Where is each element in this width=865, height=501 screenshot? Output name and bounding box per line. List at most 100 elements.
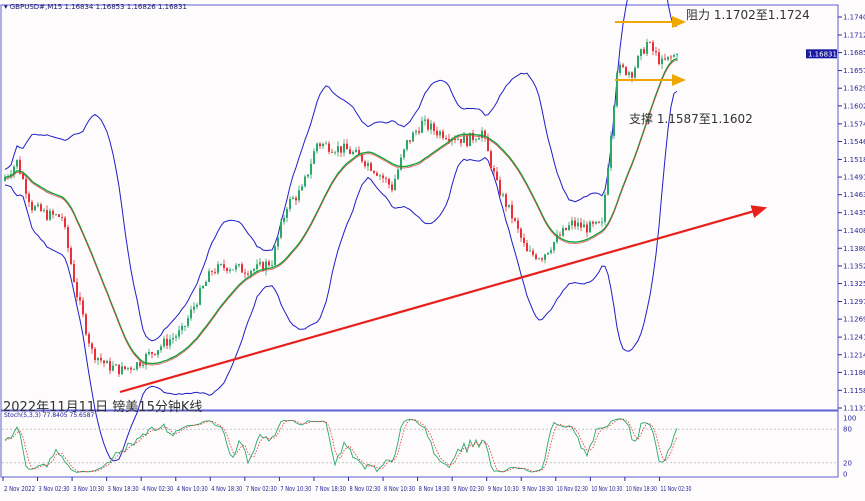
- candle-body: [235, 265, 237, 270]
- candle-body: [346, 143, 348, 150]
- candle-body: [76, 281, 78, 298]
- candle-body: [124, 366, 126, 369]
- candle-body: [394, 178, 396, 191]
- candle-body: [592, 221, 594, 224]
- candle-body: [91, 343, 93, 349]
- current-price-box: [806, 49, 837, 59]
- candle-body: [295, 197, 297, 201]
- candle-body: [340, 146, 342, 153]
- candle-body: [85, 314, 87, 335]
- candle-body: [349, 149, 351, 154]
- candle-body: [637, 55, 639, 68]
- candle-body: [643, 49, 645, 54]
- candle-body: [625, 66, 627, 75]
- candle-body: [487, 137, 489, 152]
- candle-body: [145, 354, 147, 365]
- candle-body: [115, 364, 117, 366]
- candle-body: [64, 217, 66, 228]
- stoch-panel-frame: [0, 410, 839, 478]
- candle-body: [442, 131, 444, 139]
- candle-body: [676, 53, 678, 55]
- candle-body: [598, 221, 600, 223]
- candle-body: [655, 51, 657, 53]
- dropdown-arrow-icon[interactable]: ▾: [4, 3, 8, 11]
- candle-body: [634, 67, 636, 78]
- candle-body: [412, 132, 414, 142]
- stoch-label: Stoch(5,3,3) 77.8405 75.6587: [4, 412, 95, 419]
- candle-body: [226, 268, 228, 272]
- candle-body: [535, 254, 537, 259]
- stoch-level-label: 0: [843, 471, 847, 479]
- y-tick-label: 1.13525: [843, 262, 865, 270]
- candle-body: [505, 194, 507, 207]
- x-tick-label: 8 Nov 18:30: [419, 485, 450, 493]
- candle-body: [556, 234, 558, 242]
- candle-body: [370, 163, 372, 171]
- candle-body: [337, 146, 339, 153]
- candle-body: [427, 119, 429, 130]
- candle-body: [232, 269, 234, 271]
- y-tick-label: 1.13250: [843, 280, 865, 288]
- candle-body: [607, 167, 609, 195]
- candle-body: [292, 197, 294, 200]
- y-tick-label: 1.16020: [843, 102, 865, 110]
- candle-body: [481, 130, 483, 139]
- candle-body: [52, 210, 54, 215]
- x-tick-label: 9 Nov 10:30: [488, 485, 519, 493]
- candle-body: [424, 119, 426, 121]
- candle-body: [187, 318, 189, 326]
- candle-body: [610, 135, 612, 168]
- candle-body: [466, 135, 468, 147]
- y-tick-label: 1.14635: [843, 191, 865, 199]
- candle-body: [208, 271, 210, 282]
- candle-body: [385, 178, 387, 179]
- candle-body: [325, 143, 327, 145]
- candle-body: [460, 138, 462, 143]
- candle-body: [211, 271, 213, 272]
- candle-body: [175, 336, 177, 338]
- y-tick-label: 1.11310: [843, 405, 865, 413]
- candle-body: [19, 159, 21, 174]
- candle-body: [367, 163, 369, 167]
- candle-body: [283, 217, 285, 222]
- candle-body: [646, 42, 648, 54]
- candle-body: [604, 194, 606, 222]
- candle-body: [46, 210, 48, 220]
- candle-body: [613, 105, 615, 136]
- candle-body: [529, 250, 531, 252]
- candle-body: [550, 250, 552, 253]
- candle-body: [541, 258, 543, 260]
- candle-body: [652, 42, 654, 52]
- y-tick-label: 1.14080: [843, 227, 865, 235]
- candle-body: [571, 220, 573, 226]
- candle-body: [130, 367, 132, 370]
- x-tick-label: 8 Nov 02:30: [350, 485, 381, 493]
- candle-body: [301, 186, 303, 191]
- candle-body: [271, 265, 273, 266]
- candle-body: [490, 151, 492, 169]
- candle-body: [670, 56, 672, 58]
- candle-body: [307, 174, 309, 177]
- candle-body: [4, 177, 6, 181]
- y-tick-label: 1.14355: [843, 209, 865, 217]
- candle-body: [355, 149, 357, 152]
- chart-header: ▾ GBPUSD#,M15 1.16834 1.16853 1.16826 1.…: [4, 3, 187, 11]
- candle-body: [391, 184, 393, 191]
- y-tick-label: 1.12695: [843, 316, 865, 324]
- y-tick-label: 1.14910: [843, 174, 865, 182]
- candle-body: [154, 353, 156, 355]
- candle-body: [304, 176, 306, 187]
- y-tick-label: 1.17405: [843, 14, 865, 22]
- bollinger-upper: [4, 0, 678, 342]
- candle-body: [376, 172, 378, 176]
- x-tick-label: 10 Nov 02:30: [557, 485, 588, 493]
- x-tick-label: 9 Nov 02:30: [453, 485, 484, 493]
- candle-body: [640, 49, 642, 56]
- candle-body: [184, 325, 186, 327]
- candle-body: [517, 220, 519, 229]
- candle-body: [88, 334, 90, 344]
- candle-body: [286, 208, 288, 218]
- candle-body: [574, 220, 576, 227]
